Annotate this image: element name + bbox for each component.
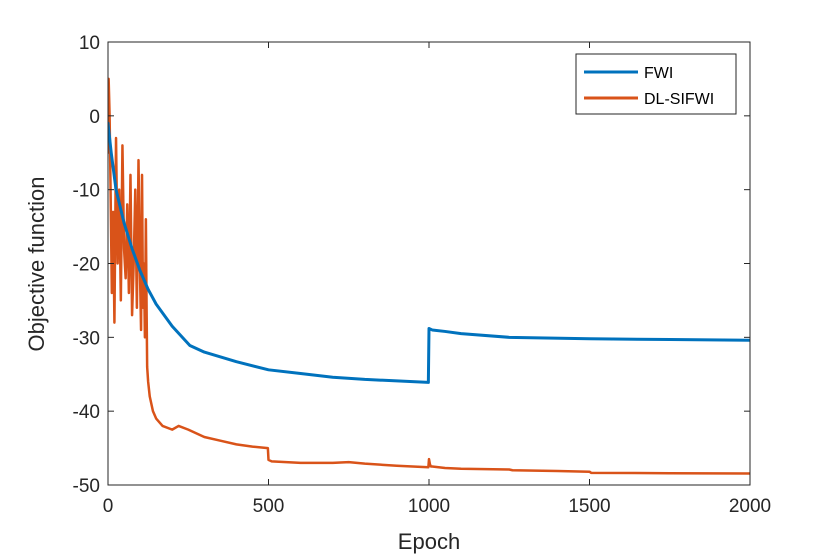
legend-label: DL-SIFWI [644,91,714,108]
series-line-dl-sifwi [108,77,750,475]
y-tick-label: -40 [73,402,100,423]
legend: FWI DL-SIFWI [575,53,737,115]
x-tick-label: 1500 [568,496,610,517]
y-axis-title: Objective function [24,177,49,352]
series-line-fwi [108,121,750,384]
x-tick-label: 500 [253,496,285,517]
y-tick-label: 0 [89,107,100,128]
legend-label: FWI [644,65,673,82]
ticks-layer: 0 500 1000 1500 2000 10 0 -10 -20 -30 -40 -50 [73,33,772,517]
legend-box [575,53,737,115]
x-axis-title: Epoch [398,529,460,554]
x-tick-label: 0 [103,496,114,517]
y-tick-label: 10 [79,33,100,54]
plot-area [108,42,750,485]
x-tick-label: 1000 [408,496,450,517]
y-tick-label: -30 [73,328,100,349]
x-tick-label: 2000 [729,496,771,517]
y-tick-label: -10 [73,181,100,202]
y-tick-label: -50 [73,476,100,497]
series-layer [108,77,750,475]
y-tick-label: -20 [73,255,100,276]
